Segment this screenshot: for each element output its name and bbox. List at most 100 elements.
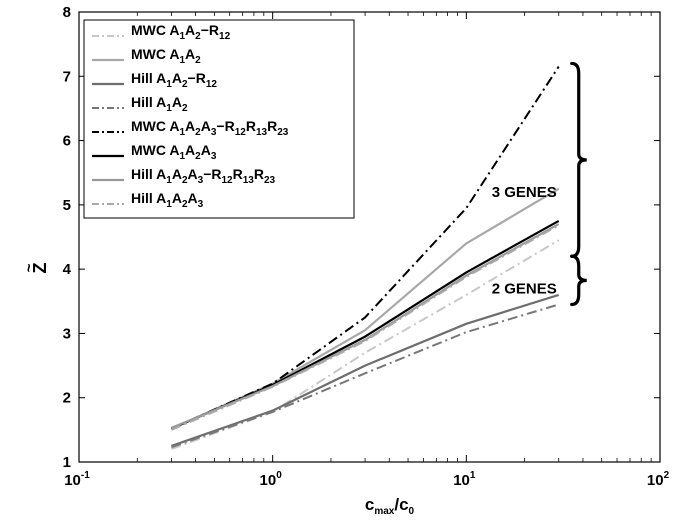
legend-entry-part: 2 bbox=[195, 31, 201, 42]
legend-entry-part: 12 bbox=[206, 79, 218, 90]
legend-entry-part: A bbox=[172, 70, 182, 86]
legend-entry-part: A bbox=[188, 190, 198, 206]
x-tick-base: 10 bbox=[64, 472, 81, 489]
legend-entry-part: MWC A bbox=[131, 22, 179, 38]
legend-entry-part: MWC A bbox=[131, 142, 179, 158]
legend-entry-part: −R bbox=[201, 22, 219, 38]
x-tick-base: 10 bbox=[453, 472, 470, 489]
legend-entry-part: 3 bbox=[198, 199, 204, 210]
x-tick-exponent: -1 bbox=[81, 470, 90, 481]
legend-entry: MWC A1A2A3−R12R13R23 bbox=[131, 118, 289, 138]
x-tick-base: 10 bbox=[647, 472, 664, 489]
legend-entry: Hill A1A2 bbox=[131, 94, 188, 114]
legend-entry-part: 13 bbox=[243, 175, 255, 186]
legend-entry-part: 1 bbox=[166, 199, 172, 210]
legend-entry-part: 2 bbox=[195, 151, 201, 162]
legend-entry-part: 12 bbox=[235, 127, 247, 138]
x-axis-label: cmax/c0 bbox=[365, 495, 415, 517]
legend-entry-part: 1 bbox=[179, 55, 185, 66]
legend-entry-part: 13 bbox=[256, 127, 268, 138]
legend-entry-part: 1 bbox=[166, 175, 172, 186]
legend-entry-part: 12 bbox=[219, 31, 231, 42]
legend-entry-part: 23 bbox=[264, 175, 276, 186]
legend-entry-part: A bbox=[185, 22, 195, 38]
legend-entry-part: R bbox=[246, 118, 256, 134]
x-tick-exponent: 0 bbox=[276, 470, 282, 481]
legend-entry-part: A bbox=[172, 94, 182, 110]
legend-entry-part: 1 bbox=[179, 31, 185, 42]
legend-entry-part: 23 bbox=[277, 127, 289, 138]
legend-entry-part: A bbox=[188, 166, 198, 182]
legend-entry-part: A bbox=[201, 118, 211, 134]
legend-entry-part: 2 bbox=[195, 127, 201, 138]
y-tick-label: 7 bbox=[63, 68, 71, 85]
y-tick-label: 4 bbox=[63, 261, 72, 278]
legend-entry-part: −R bbox=[188, 70, 206, 86]
y-tick-label: 1 bbox=[63, 454, 71, 471]
legend-entry-part: Hill A bbox=[131, 70, 166, 86]
annotation-label: 2 GENES bbox=[492, 280, 557, 297]
y-axis-label-accent: ~ bbox=[21, 263, 38, 272]
legend-entry-part: MWC A bbox=[131, 118, 179, 134]
series-line-3 bbox=[171, 293, 560, 447]
legend-entry-part: A bbox=[185, 142, 195, 158]
x-axis-label-slash: /c bbox=[394, 495, 408, 514]
legend-entry-part: Hill A bbox=[131, 190, 166, 206]
y-tick-label: 6 bbox=[63, 133, 71, 150]
x-tick-label: 101 bbox=[453, 470, 476, 489]
y-tick-label: 5 bbox=[63, 197, 71, 214]
legend-entry-part: A bbox=[185, 118, 195, 134]
legend-entry-part: R bbox=[267, 118, 277, 134]
legend-entry-part: A bbox=[172, 190, 182, 206]
series-line-7 bbox=[170, 223, 560, 429]
legend-entry-part: R bbox=[254, 166, 264, 182]
x-tick-exponent: 2 bbox=[664, 470, 670, 481]
y-axis-label: Z bbox=[30, 263, 50, 274]
y-tick-label: 2 bbox=[63, 390, 71, 407]
x-axis-label-main: c bbox=[365, 495, 374, 514]
legend-entry-part: 2 bbox=[182, 103, 188, 114]
x-axis-label-sub2: 0 bbox=[409, 506, 415, 517]
legend-entry-part: 1 bbox=[179, 127, 185, 138]
y-tick-label: 3 bbox=[63, 325, 71, 342]
legend-entry: MWC A1A2−R12 bbox=[131, 22, 231, 42]
legend-entry-part: −R bbox=[203, 166, 221, 182]
legend-entry-part: A bbox=[172, 166, 182, 182]
legend-entry: Hill A1A2A3 bbox=[131, 190, 204, 210]
legend-entry-part: R bbox=[233, 166, 243, 182]
x-tick-label: 10-1 bbox=[64, 470, 90, 489]
legend-entry-part: 2 bbox=[182, 199, 188, 210]
x-axis-label-sub1: max bbox=[374, 506, 394, 517]
y-tick-label: 8 bbox=[63, 4, 71, 21]
legend-entry-part: A bbox=[201, 142, 211, 158]
series-line-1 bbox=[171, 239, 560, 451]
x-tick-exponent: 1 bbox=[470, 470, 476, 481]
legend-entry-part: A bbox=[185, 46, 195, 62]
legend-entry-part: 3 bbox=[211, 151, 217, 162]
legend-entry-part: 2 bbox=[182, 175, 188, 186]
x-tick-label: 100 bbox=[260, 470, 283, 489]
legend-entry-part: 1 bbox=[179, 151, 185, 162]
legend-entry-part: Hill A bbox=[131, 166, 166, 182]
legend-entry-part: 3 bbox=[211, 127, 217, 138]
legend-entry-part: 12 bbox=[222, 175, 234, 186]
x-tick-label: 102 bbox=[647, 470, 670, 489]
legend-entry-part: 1 bbox=[166, 103, 172, 114]
annotation-label: 3 GENES bbox=[492, 184, 557, 201]
legend-entry-part: −R bbox=[216, 118, 234, 134]
series-line-5 bbox=[170, 66, 560, 430]
legend-entry: MWC A1A2 bbox=[131, 46, 201, 66]
series-line-8 bbox=[171, 224, 560, 431]
legend-box bbox=[83, 19, 355, 219]
legend-entry-part: 2 bbox=[195, 55, 201, 66]
legend-entry: MWC A1A2A3 bbox=[131, 142, 217, 162]
legend-entry-part: 3 bbox=[198, 175, 204, 186]
series-line-4 bbox=[171, 303, 559, 449]
legend-entry: Hill A1A2−R12 bbox=[131, 70, 217, 90]
legend-entry-part: Hill A bbox=[131, 94, 166, 110]
legend-entry-part: 1 bbox=[166, 79, 172, 90]
legend-entry: Hill A1A2A3−R12R13R23 bbox=[131, 166, 276, 186]
